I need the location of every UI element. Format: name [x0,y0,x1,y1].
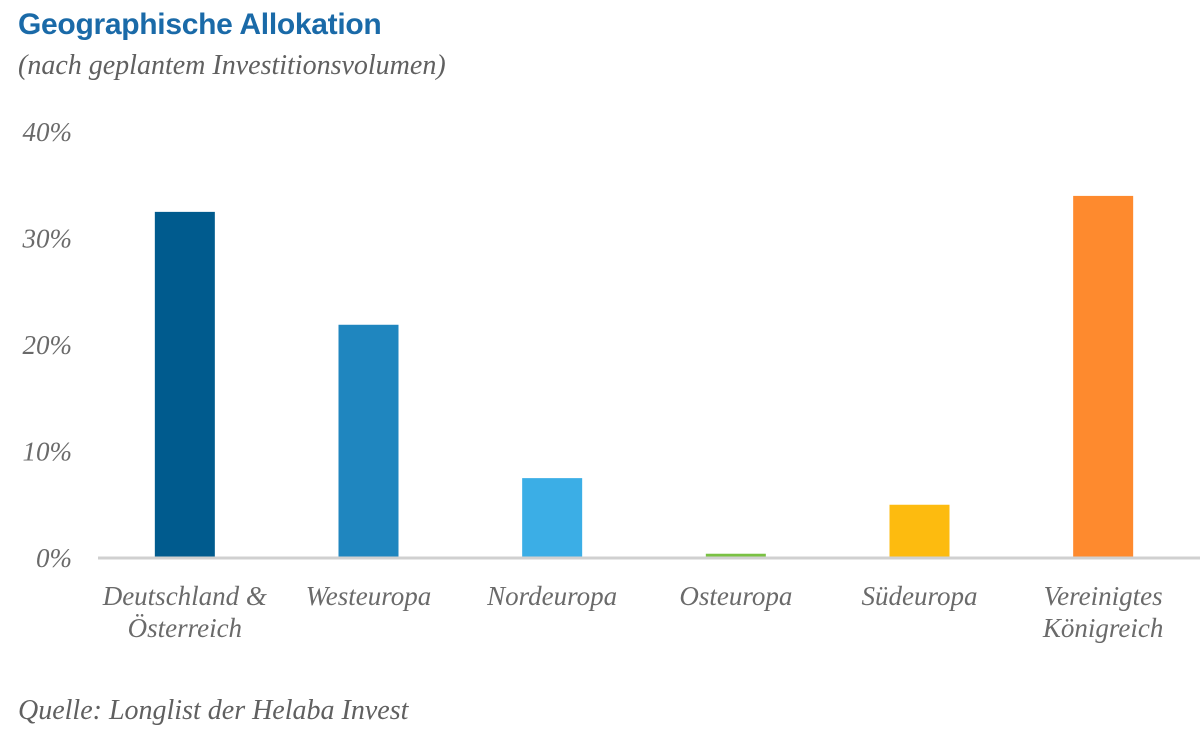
source-note: Quelle: Longlist der Helaba Invest [18,695,409,726]
x-category-label: Österreich [128,613,242,643]
x-category-label: Vereinigtes [1044,581,1163,611]
chart-title: Geographische Allokation [18,8,382,41]
bar [1073,195,1134,558]
y-tick-label: 20% [23,330,73,360]
bar [522,478,583,558]
y-tick-label: 0% [36,543,72,573]
x-category-label: Osteuropa [679,581,792,611]
bar [154,211,215,558]
x-category-label: Nordeuropa [486,581,617,611]
y-tick-label: 10% [23,437,73,467]
y-tick-label: 40% [23,117,73,147]
bar [338,324,399,558]
x-category-label: Königreich [1042,613,1164,643]
x-category-label: Westeuropa [306,581,432,611]
x-category-label: Deutschland & [102,581,267,611]
chart-subtitle: (nach geplantem Investitionsvolumen) [18,50,446,81]
bar [705,553,766,558]
y-tick-label: 30% [22,224,73,254]
x-category-label: Südeuropa [862,581,978,611]
bar [889,504,950,558]
x-axis-labels: Deutschland &Österreich Westeuropa Nordeur… [102,581,1164,643]
y-axis-ticks: 0% 10% 20% 30% 40% [22,117,73,573]
bars-group [154,195,1134,558]
